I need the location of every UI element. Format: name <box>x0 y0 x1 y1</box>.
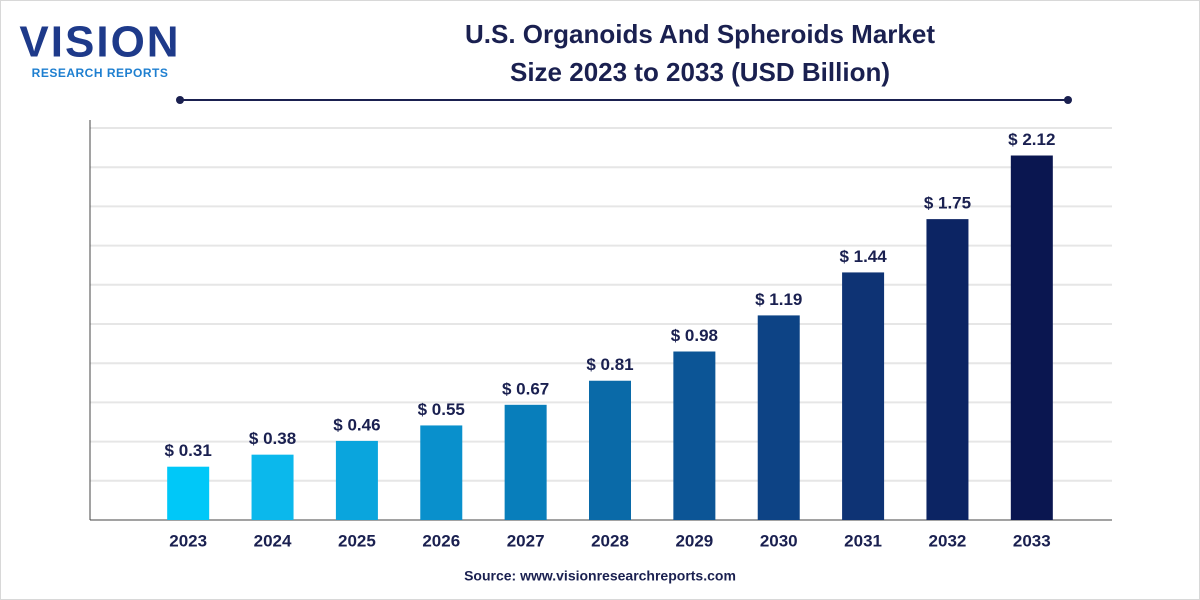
x-tick-label: 2033 <box>1013 531 1051 550</box>
x-tick-label: 2027 <box>507 531 545 550</box>
bar <box>673 351 716 520</box>
value-label: $ 0.81 <box>586 355 633 374</box>
x-tick-label: 2032 <box>929 531 967 550</box>
bar <box>926 219 969 520</box>
chart-title: Size 2023 to 2033 (USD Billion) <box>510 57 890 87</box>
x-tick-label: 2031 <box>844 531 882 550</box>
value-label: $ 2.12 <box>1008 130 1055 149</box>
x-tick-label: 2025 <box>338 531 376 550</box>
bar <box>251 454 294 520</box>
value-label: $ 1.19 <box>755 290 802 309</box>
x-tick-label: 2029 <box>675 531 713 550</box>
bar <box>757 315 800 520</box>
x-tick-label: 2023 <box>169 531 207 550</box>
x-tick-label: 2024 <box>254 531 292 550</box>
source: Source: www.visionresearchreports.com <box>464 568 736 584</box>
value-label: $ 0.31 <box>165 441 212 460</box>
rule-dot <box>1064 96 1072 104</box>
bar <box>167 466 210 520</box>
value-label: $ 1.44 <box>839 247 887 266</box>
bar <box>335 440 378 520</box>
value-label: $ 1.75 <box>924 194 971 213</box>
logo-tagline: RESEARCH REPORTS <box>32 66 169 80</box>
value-label: $ 0.55 <box>418 400 465 419</box>
bar <box>842 272 885 520</box>
bar <box>1010 155 1053 520</box>
bar <box>589 380 631 520</box>
value-label: $ 0.46 <box>333 415 380 434</box>
value-label: $ 0.38 <box>249 429 296 448</box>
logo-name: VISION <box>19 18 180 67</box>
x-tick-label: 2028 <box>591 531 629 550</box>
chart-title: U.S. Organoids And Spheroids Market <box>465 19 935 49</box>
bar <box>420 425 463 520</box>
x-tick-label: 2026 <box>422 531 460 550</box>
value-label: $ 0.67 <box>502 379 549 398</box>
bar <box>504 404 547 520</box>
x-tick-label: 2030 <box>760 531 798 550</box>
value-label: $ 0.98 <box>671 326 718 345</box>
rule-dot <box>176 96 184 104</box>
